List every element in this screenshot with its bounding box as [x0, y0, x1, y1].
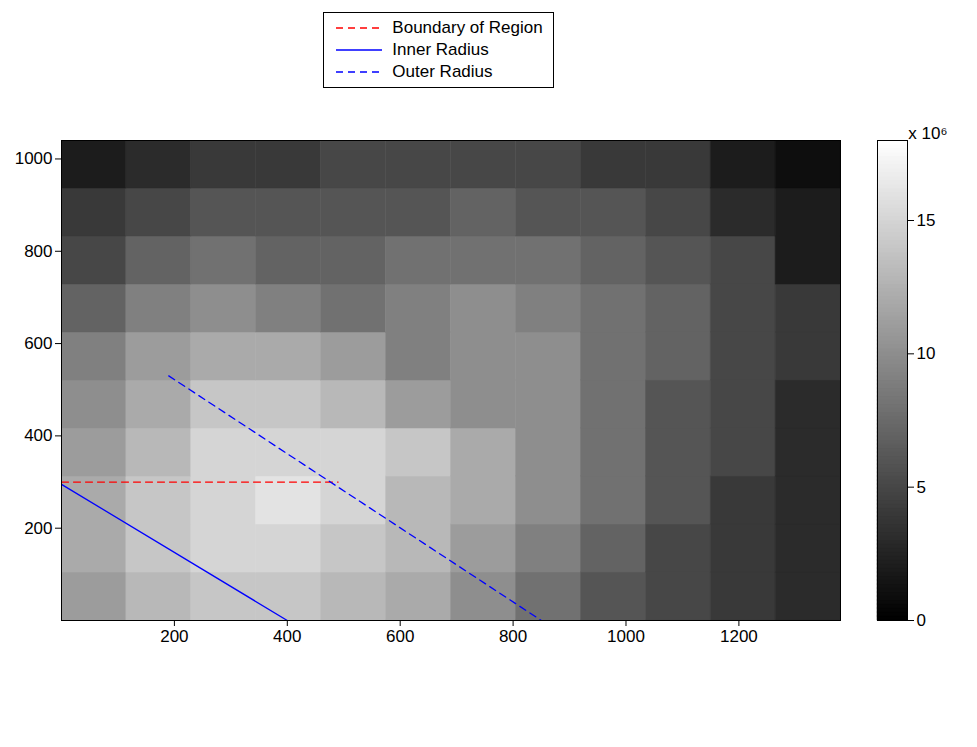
svg-text:200: 200: [160, 627, 188, 646]
svg-text:400: 400: [24, 426, 52, 445]
svg-text:800: 800: [24, 242, 52, 261]
svg-text:400: 400: [273, 627, 301, 646]
svg-text:1000: 1000: [15, 149, 53, 168]
svg-text:800: 800: [499, 627, 527, 646]
svg-text:15: 15: [917, 211, 936, 230]
svg-text:10: 10: [917, 344, 936, 363]
svg-text:600: 600: [24, 334, 52, 353]
svg-text:200: 200: [24, 519, 52, 538]
svg-text:0: 0: [917, 611, 926, 630]
svg-text:1000: 1000: [607, 627, 645, 646]
html-text:Inner Radius: Inner Radius: [392, 40, 489, 59]
svg-text:600: 600: [386, 627, 414, 646]
html-text:Outer Radius: Outer Radius: [392, 62, 493, 81]
html-text:Boundary of Region: Boundary of Region: [392, 18, 543, 37]
svg-text:x 10⁶: x 10⁶: [908, 124, 947, 143]
svg-text:5: 5: [917, 478, 926, 497]
svg-text:1200: 1200: [720, 627, 758, 646]
